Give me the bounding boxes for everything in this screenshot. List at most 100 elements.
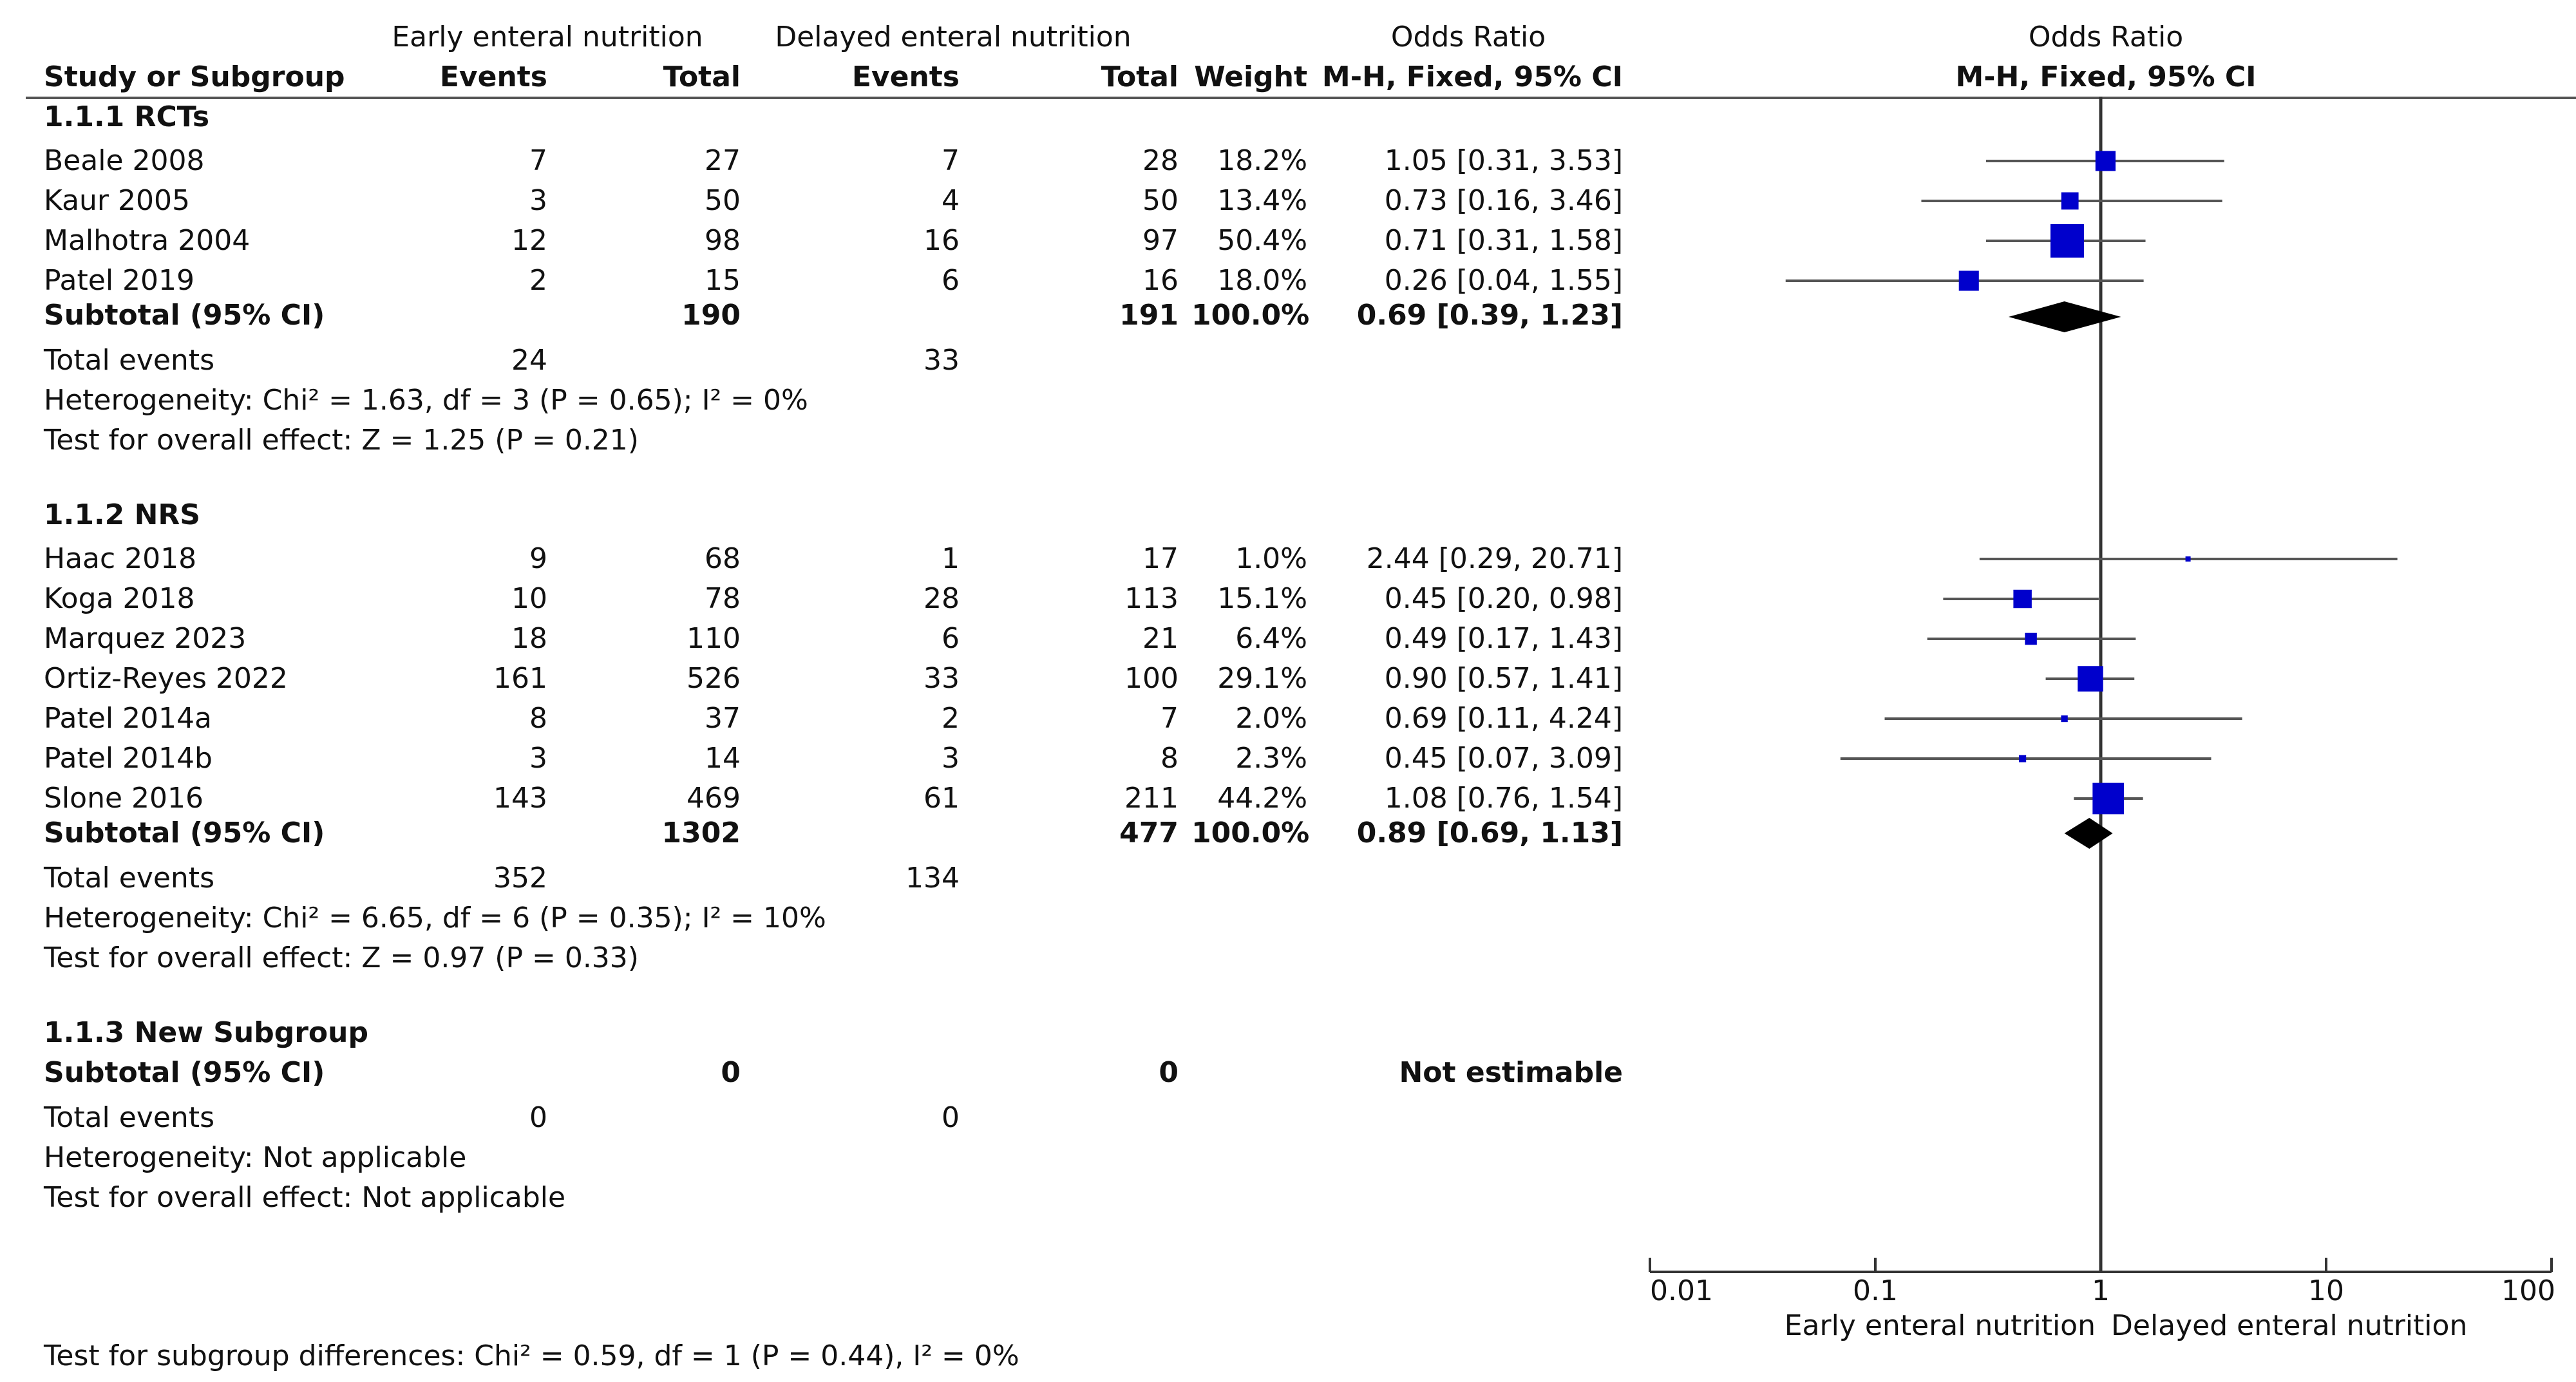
subgroup-differences-text: Test for subgroup differences: Chi² = 0.… [44,1339,1019,1372]
events1: 10 [511,582,547,615]
odds-ratio-ci: 0.73 [0.16, 3.46] [1384,184,1623,217]
overall-effect-text: Test for overall effect: Z = 1.25 (P = 0… [44,424,639,457]
total1: 110 [687,622,741,655]
total1: 27 [705,144,741,177]
subtotal-label: Subtotal (95% CI) [44,299,325,332]
study-name: Malhotra 2004 [44,224,251,257]
events2: 16 [923,224,960,257]
total-events2: 134 [905,862,960,895]
total1: 469 [687,782,741,815]
col-method-plot: M-H, Fixed, 95% CI [1955,61,2257,93]
weight: 44.2% [1217,782,1307,815]
events1: 8 [529,702,547,735]
total2: 7 [1160,702,1179,735]
subgroup-title: 1.1.3 New Subgroup [44,1016,368,1049]
subtotal-total1: 1302 [661,817,741,849]
study-name: Koga 2018 [44,582,195,615]
subtotal-ci: 0.69 [0.39, 1.23] [1356,299,1623,332]
favours-right-label: Delayed enteral nutrition [2111,1309,2467,1342]
events2: 7 [942,144,960,177]
header-divider [26,97,2576,99]
overall-effect-text: Test for overall effect: Not applicable [44,1181,566,1214]
col-weight: Weight [1194,61,1307,93]
total2: 8 [1160,742,1179,775]
subtotal-diamond [2008,301,2121,332]
weight: 6.4% [1235,622,1307,655]
total-events2: 0 [942,1101,960,1134]
odds-ratio-ci: 2.44 [0.29, 20.71] [1366,542,1623,575]
weight: 29.1% [1217,662,1307,695]
study-name: Marquez 2023 [44,622,247,655]
subtotal-label: Subtotal (95% CI) [44,817,325,849]
total-events-label: Total events [44,344,214,377]
events1: 9 [529,542,547,575]
odds-ratio-ci: 0.49 [0.17, 1.43] [1384,622,1623,655]
events2: 33 [923,662,960,695]
events1: 3 [529,742,547,775]
weight: 2.0% [1235,702,1307,735]
subtotal-total1: 190 [681,299,741,332]
total-events-label: Total events [44,862,214,895]
x-tick-label: 1 [2092,1274,2110,1307]
group2-header: Delayed enteral nutrition [775,21,1132,53]
x-tick-label: 100 [2501,1274,2555,1307]
events1: 7 [529,144,547,177]
weight: 13.4% [1217,184,1307,217]
subtotal-label: Subtotal (95% CI) [44,1056,325,1089]
total1: 68 [705,542,741,575]
events2: 6 [942,622,960,655]
events2: 6 [942,264,960,297]
total-events-label: Total events [44,1101,214,1134]
study-name: Haac 2018 [44,542,197,575]
weight: 18.2% [1217,144,1307,177]
total2: 16 [1142,264,1179,297]
events1: 18 [511,622,547,655]
subgroup-title: 1.1.2 NRS [44,498,200,531]
subtotal-diamond [2064,818,2113,849]
heterogeneity-text: Heterogeneity: Chi² = 1.63, df = 3 (P = … [44,384,808,417]
heterogeneity-text: Heterogeneity: Chi² = 6.65, df = 6 (P = … [44,902,826,934]
study-marker [2061,715,2068,723]
study-marker [1958,270,1979,291]
study-name: Patel 2014b [44,742,213,775]
col-method: M-H, Fixed, 95% CI [1321,61,1623,93]
total1: 78 [705,582,741,615]
weight: 1.0% [1235,542,1307,575]
total1: 14 [705,742,741,775]
events2: 4 [942,184,960,217]
x-tick-label: 0.1 [1853,1274,1898,1307]
study-marker [2025,632,2037,645]
study-name: Ortiz-Reyes 2022 [44,662,288,695]
or-table-header: Odds Ratio [1390,21,1546,53]
group1-header: Early enteral nutrition [392,21,703,53]
study-name: Patel 2014a [44,702,212,735]
subtotal-total1: 0 [721,1056,741,1089]
events2: 61 [923,782,960,815]
overall-effect-text: Test for overall effect: Z = 0.97 (P = 0… [44,942,639,974]
events1: 161 [493,662,547,695]
col-total2: Total [1101,61,1179,93]
odds-ratio-ci: 0.45 [0.20, 0.98] [1384,582,1623,615]
study-marker [2092,782,2125,815]
odds-ratio-ci: 0.26 [0.04, 1.55] [1384,264,1623,297]
total1: 50 [705,184,741,217]
total2: 50 [1142,184,1179,217]
x-tick-label: 10 [2308,1274,2344,1307]
total-events1: 24 [511,344,547,377]
odds-ratio-ci: 1.08 [0.76, 1.54] [1384,782,1623,815]
col-events2: Events [851,61,960,93]
subtotal-total2: 0 [1159,1056,1179,1089]
total2: 97 [1142,224,1179,257]
total-events1: 0 [529,1101,547,1134]
study-name: Beale 2008 [44,144,205,177]
study-marker [2095,151,2116,171]
weight: 50.4% [1217,224,1307,257]
study-marker [2013,589,2032,609]
odds-ratio-ci: 0.71 [0.31, 1.58] [1384,224,1623,257]
subgroup-title: 1.1.1 RCTs [44,100,210,133]
study-name: Kaur 2005 [44,184,190,217]
study-name: Patel 2019 [44,264,195,297]
favours-left-label: Early enteral nutrition [1785,1309,2096,1342]
col-study: Study or Subgroup [44,61,345,93]
